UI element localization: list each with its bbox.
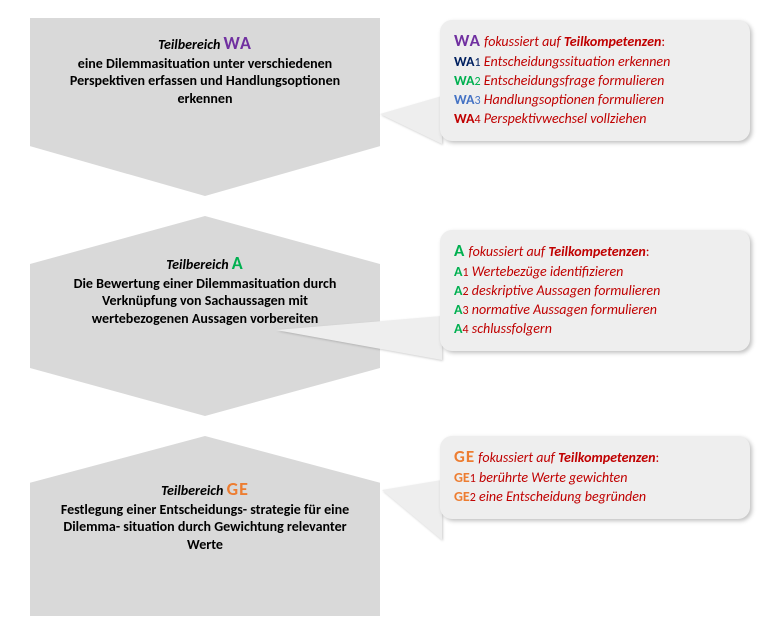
callout-item-ge-1: GE1 berührte Werte gewichten: [454, 469, 736, 488]
callout-item-code-wa-1: WA: [454, 53, 475, 70]
section-code-a: A: [232, 252, 244, 274]
callout-item-wa-4: WA4 Perspektivwechsel vollziehen: [454, 110, 736, 129]
callout-item-sub-wa-3: 3: [475, 94, 481, 108]
callout-item-text-wa-4: Perspektivwechsel vollziehen: [484, 110, 647, 127]
section-desc-ge: Festlegung einer Entscheidungs- strategi…: [58, 501, 352, 554]
callout-header-a: A fokussiert auf Teilkompetenzen:: [454, 240, 736, 263]
section-body-ge: Teilbereich GEFestlegung einer Entscheid…: [30, 436, 380, 616]
callout-item-ge-2: GE2 eine Entscheidung begründen: [454, 488, 736, 507]
section-code-wa: WA: [224, 32, 252, 54]
callout-item-code-ge-1: GE: [454, 469, 470, 486]
callout-item-wa-3: WA3 Handlungsoptionen formulieren: [454, 91, 736, 110]
callout-item-code-wa-2: WA: [454, 72, 475, 89]
callout-pointer-ge: [382, 480, 442, 540]
section-label-a: Teilbereich: [166, 256, 228, 273]
callout-header-pre-wa: fokussiert auf: [481, 33, 564, 50]
callout-item-text-ge-2: eine Entscheidung begründen: [479, 488, 646, 505]
callout-header-ge: GE fokussiert auf Teilkompetenzen:: [454, 446, 736, 469]
callout-item-sub-wa-4: 4: [475, 113, 481, 127]
callout-item-code-wa-3: WA: [454, 91, 475, 108]
callout-item-text-a-3: normative Aussagen formulieren: [472, 301, 657, 318]
callout-item-code-wa-4: WA: [454, 110, 475, 127]
callout-header-code-a: A: [454, 240, 465, 261]
callout-header-code-ge: GE: [454, 446, 475, 467]
section-desc-wa: eine Dilemmasituation unter verschiedene…: [58, 55, 352, 108]
section-code-ge: GE: [227, 478, 249, 500]
callout-pointer-a: [276, 316, 442, 360]
callout-item-sub-a-2: 2: [462, 285, 468, 299]
callout-item-a-3: A3 normative Aussagen formulieren: [454, 301, 736, 320]
callout-pointer-wa: [380, 96, 442, 144]
section-shape-ge: Teilbereich GEFestlegung einer Entscheid…: [30, 436, 380, 616]
callout-item-sub-a-4: 4: [462, 323, 468, 337]
callout-item-text-ge-1: berührte Werte gewichten: [479, 469, 627, 486]
diagram-stage: Teilbereich WAeine Dilemmasituation unte…: [0, 0, 768, 636]
callout-ge: GE fokussiert auf Teilkompetenzen:GE1 be…: [440, 436, 750, 519]
callout-item-code-ge-2: GE: [454, 488, 470, 505]
callout-header-strong-ge: Teilkompetenzen: [558, 449, 655, 466]
callout-header-wa: WA fokussiert auf Teilkompetenzen:: [454, 30, 736, 53]
callout-item-a-1: A1 Wertebezüge identifizieren: [454, 263, 736, 282]
callout-item-text-wa-2: Entscheidungsfrage formulieren: [484, 72, 665, 89]
section-label-ge: Teilbereich: [161, 482, 223, 499]
callout-header-strong-wa: Teilkompetenzen: [564, 33, 661, 50]
section-body-wa: Teilbereich WAeine Dilemmasituation unte…: [30, 18, 380, 196]
callout-item-text-wa-1: Entscheidungssituation erkennen: [484, 53, 671, 70]
callout-wa: WA fokussiert auf Teilkompetenzen:WA1 En…: [440, 20, 750, 141]
callout-item-text-a-1: Wertebezüge identifizieren: [472, 263, 624, 280]
callout-header-code-wa: WA: [454, 30, 481, 51]
callout-item-sub-a-1: 1: [462, 266, 468, 280]
callout-header-pre-a: fokussiert auf: [465, 243, 548, 260]
callout-item-a-4: A4 schlussfolgern: [454, 320, 736, 339]
callout-header-strong-a: Teilkompetenzen: [548, 243, 645, 260]
callout-item-text-wa-3: Handlungsoptionen formulieren: [484, 91, 664, 108]
section-label-wa: Teilbereich: [158, 36, 220, 53]
callout-header-pre-ge: fokussiert auf: [475, 449, 558, 466]
section-shape-wa: Teilbereich WAeine Dilemmasituation unte…: [30, 18, 380, 196]
callout-item-wa-2: WA2 Entscheidungsfrage formulieren: [454, 72, 736, 91]
callout-item-sub-ge-2: 2: [470, 491, 476, 505]
callout-item-wa-1: WA1 Entscheidungssituation erkennen: [454, 53, 736, 72]
callout-item-sub-a-3: 3: [462, 304, 468, 318]
callout-item-sub-wa-1: 1: [475, 56, 481, 70]
callout-item-sub-ge-1: 1: [470, 472, 476, 486]
callout-item-text-a-4: schlussfolgern: [472, 320, 552, 337]
callout-item-text-a-2: deskriptive Aussagen formulieren: [472, 282, 661, 299]
callout-a: A fokussiert auf Teilkompetenzen:A1 Wert…: [440, 230, 750, 351]
callout-item-a-2: A2 deskriptive Aussagen formulieren: [454, 282, 736, 301]
callout-item-sub-wa-2: 2: [475, 75, 481, 89]
